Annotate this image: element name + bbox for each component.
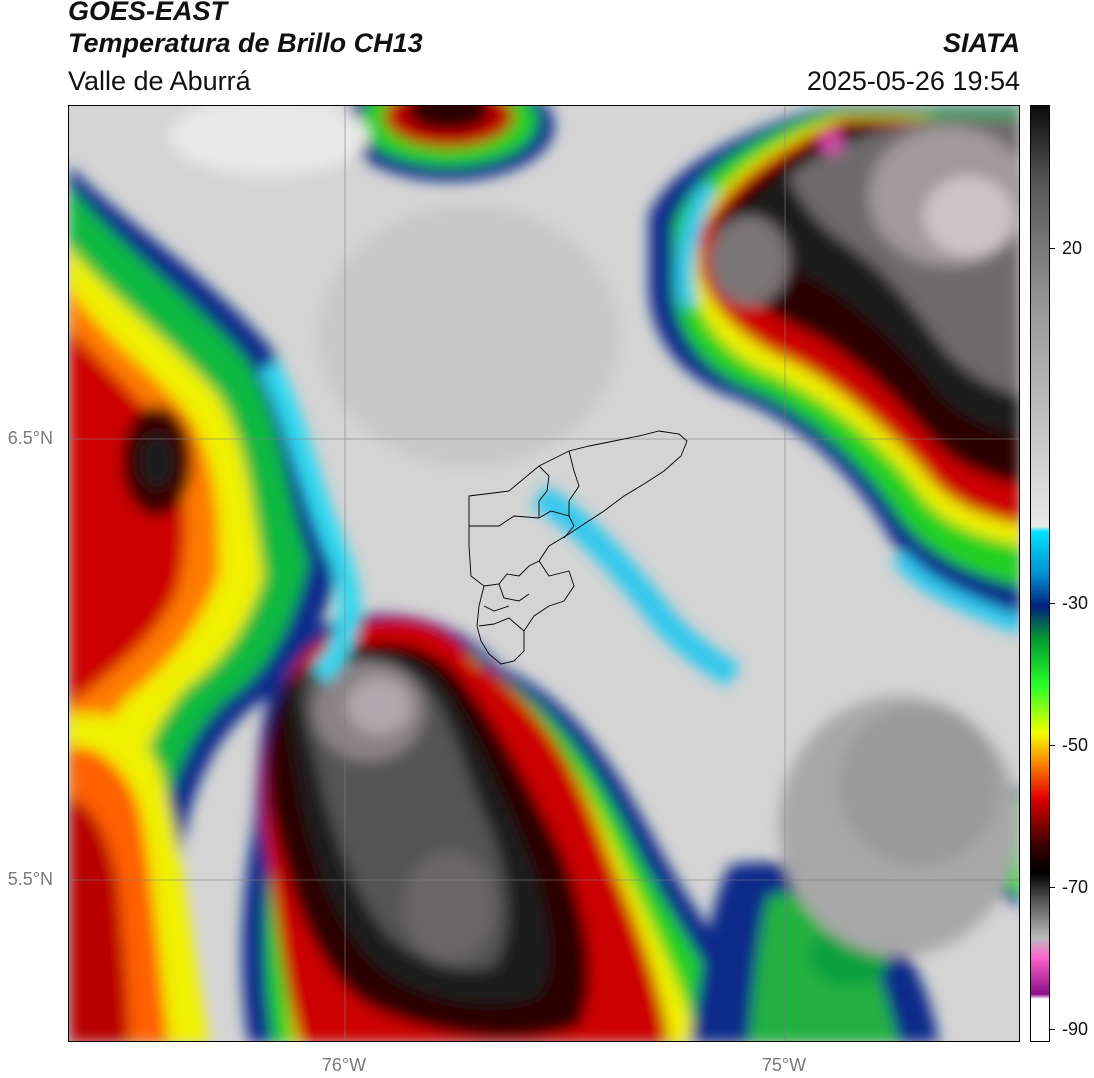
cloud-temperature-field: [69, 106, 1019, 1041]
colorbar-tick: [1050, 745, 1055, 746]
latitude-label-5-5n: 5.5°N: [7, 869, 53, 889]
product-title: Temperatura de Brillo CH13: [68, 28, 423, 58]
organization-label: SIATA: [943, 28, 1020, 58]
longitude-label-76w: 76°W: [321, 1055, 367, 1075]
latitude-label-6-5n: 6.5°N: [7, 428, 53, 448]
colorbar-label: -90: [1062, 1019, 1089, 1039]
graticule: [69, 106, 1019, 1041]
colorbar-tick: [1050, 248, 1055, 249]
temperature-colorbar: [1030, 105, 1050, 1042]
satellite-title: GOES-EAST: [68, 0, 228, 26]
municipal-boundaries: [468, 430, 688, 665]
colorbar-label: 20: [1062, 238, 1083, 258]
colorbar-tick: [1050, 603, 1055, 604]
longitude-label-75w: 75°W: [761, 1055, 807, 1075]
timestamp-label: 2025-05-26 19:54: [806, 66, 1020, 96]
map-canvas: [69, 106, 1019, 1041]
colorbar-tick: [1050, 1029, 1055, 1030]
colorbar-label: -70: [1062, 877, 1089, 897]
colorbar-label: -50: [1062, 735, 1089, 755]
colorbar-label: -30: [1062, 593, 1089, 613]
region-subtitle: Valle de Aburrá: [68, 66, 251, 96]
brightness-temperature-map: [68, 105, 1020, 1042]
colorbar-tick: [1050, 887, 1055, 888]
